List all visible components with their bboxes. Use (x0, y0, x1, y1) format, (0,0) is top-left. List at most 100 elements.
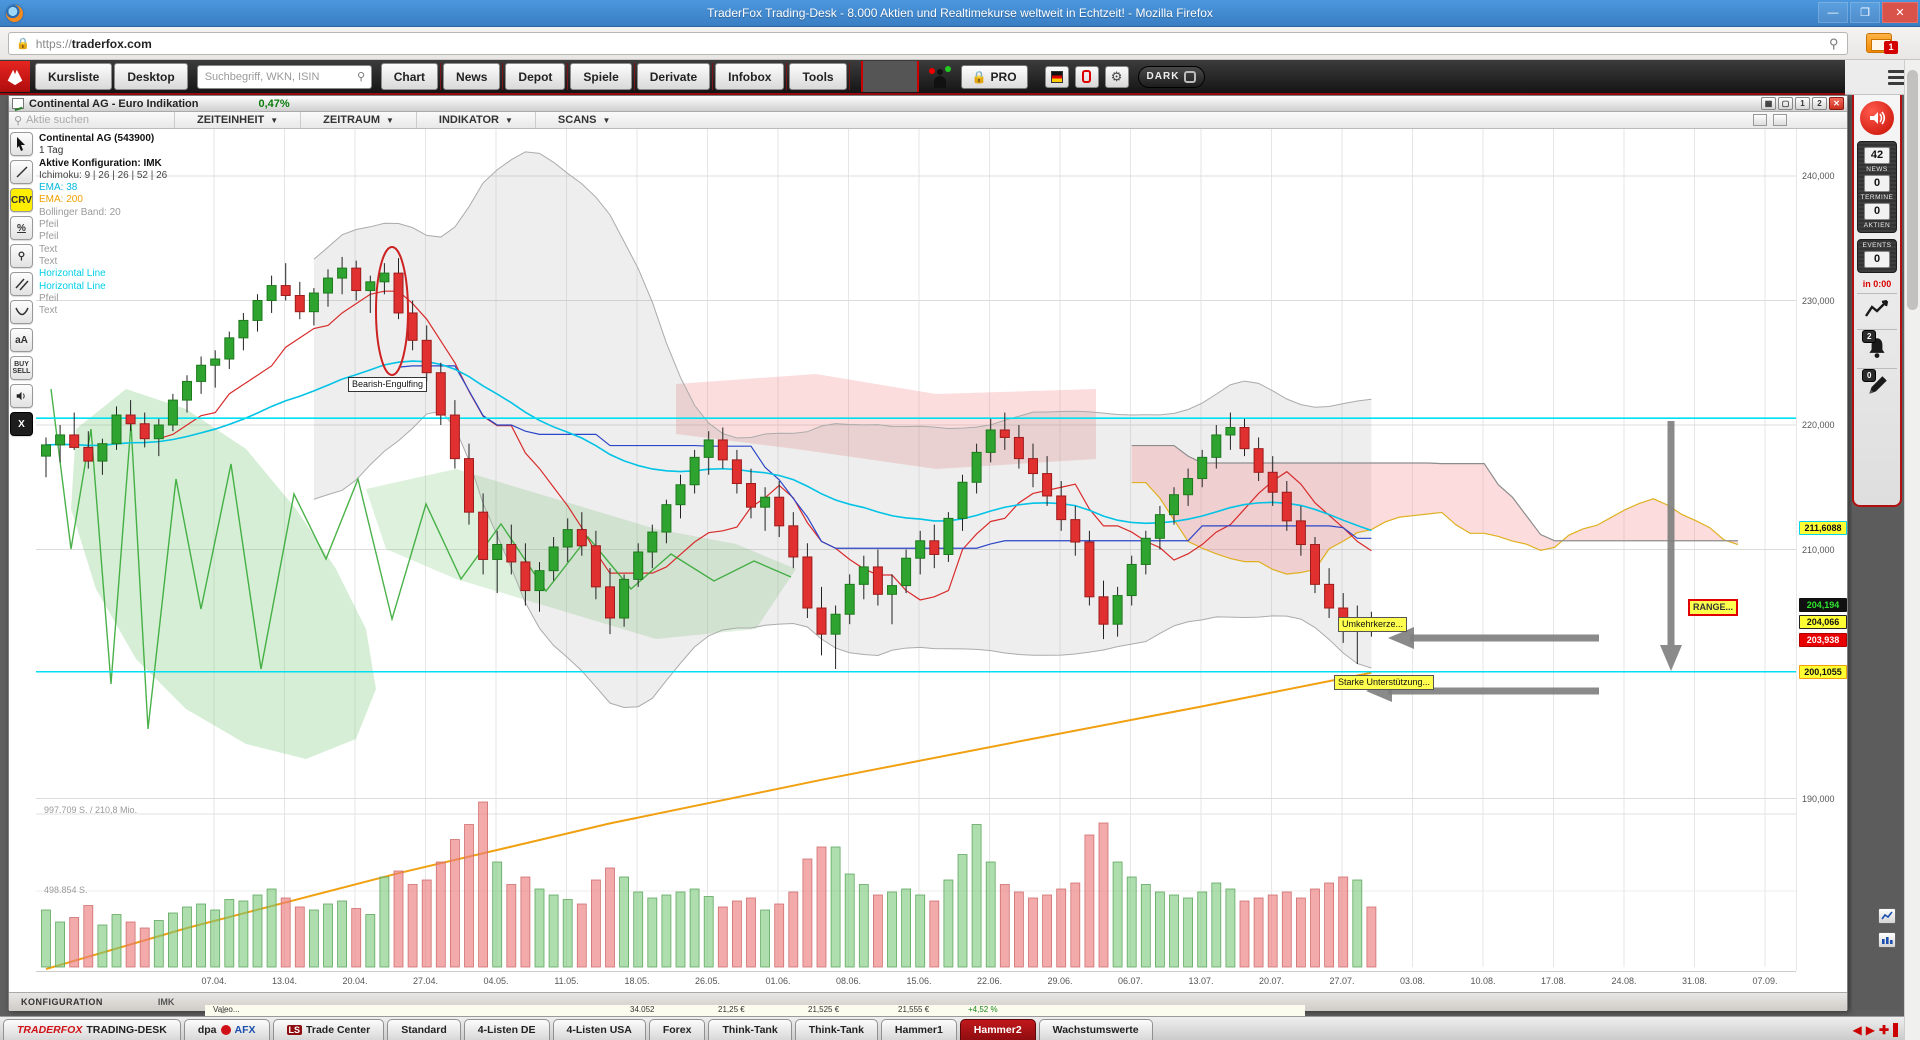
tool-curve[interactable] (10, 300, 33, 324)
peek-cell: 21,25 € (718, 1005, 745, 1014)
profile-image-box[interactable] (860, 61, 919, 92)
price-tick-190,000: 190,000 (1802, 793, 1835, 804)
snapshot-icon[interactable] (1753, 114, 1767, 126)
tool-speaker[interactable] (10, 384, 33, 408)
menubar-tab-desktop[interactable]: Desktop (114, 63, 188, 90)
chart-toolbar: ⚲ Aktie suchen ZEITEINHEIT ▼ ZEITRAUM ▼ INDI… (9, 112, 1847, 129)
alert-icon (1082, 70, 1092, 83)
stock-search-input[interactable]: Suchbegriff, WKN, ISIN ⚲ (196, 64, 372, 89)
settings-button[interactable]: ⚙ (1104, 65, 1129, 88)
traderfox-logo-icon[interactable] (0, 61, 30, 92)
tab-think-tank[interactable]: Think-Tank (794, 1019, 878, 1040)
dropdown-zeiteinheit[interactable]: ZEITEINHEIT ▼ (174, 112, 300, 128)
menubar-item-tools[interactable]: Tools (789, 63, 847, 90)
phone-icon (1184, 70, 1197, 83)
user-status-icon[interactable] (927, 64, 953, 90)
tool-parallel[interactable] (10, 272, 33, 296)
minimized-window-button[interactable] (1878, 932, 1896, 948)
termine-count: 0 (1864, 175, 1890, 192)
date-tick-27.07.: 27.07. (1329, 976, 1355, 986)
layout-icon[interactable] (1773, 114, 1787, 126)
tab-hammer1[interactable]: Hammer1 (880, 1019, 957, 1040)
maximize-button[interactable]: ❐ (1850, 2, 1880, 23)
tab-menu-icon[interactable] (1893, 1023, 1898, 1037)
tool-pointer[interactable] (10, 132, 33, 156)
notes-pencil-button[interactable]: 0 (1862, 369, 1890, 403)
dropdown-indikator[interactable]: INDIKATOR ▼ (415, 112, 535, 128)
pro-button[interactable]: 🔒 PRO (960, 64, 1028, 89)
price-tick-240,000: 240,000 (1802, 171, 1835, 181)
lock-icon: 🔒 (971, 69, 987, 84)
tab-wachstumswerte[interactable]: Wachstumswerte (1038, 1019, 1153, 1040)
events-button[interactable]: EVENTS 0 (1857, 239, 1897, 273)
tool-aa[interactable]: aA (10, 328, 33, 352)
window-title: TraderFox Trading-Desk - 8.000 Aktien un… (707, 6, 1213, 20)
close-button[interactable]: ✕ (1882, 2, 1918, 23)
annotation-bearish-engulfing[interactable]: Bearish-Engulfing (348, 377, 428, 392)
search-icon: ⚲ (14, 114, 23, 127)
tool-line[interactable] (10, 160, 33, 184)
scrollbar-thumb[interactable] (1907, 70, 1918, 310)
minimized-window-button[interactable] (1878, 908, 1896, 924)
url-field[interactable]: 🔒 https://traderfox.com ⚲ (8, 32, 1848, 55)
date-tick-07.09.: 07.09. (1752, 976, 1778, 986)
tab-ls-trade-center[interactable]: LS Trade Center (272, 1019, 385, 1040)
search-icon[interactable]: ⚲ (1829, 35, 1839, 51)
date-axis[interactable]: 07.04. 13.04. 20.04. 27.04. 04.05. 11.05. 18.0… (36, 971, 1796, 992)
chart-window-button-0[interactable]: ▦ (1761, 97, 1776, 110)
aktie-search-input[interactable]: ⚲ Aktie suchen (14, 114, 90, 127)
tab-add-icon[interactable]: ✚ (1878, 1023, 1889, 1037)
menubar-item-derivate[interactable]: Derivate (636, 63, 711, 90)
flag-button[interactable] (1044, 65, 1069, 88)
price-badge-200,1055: 200,1055 (1799, 664, 1847, 679)
price-axis[interactable]: 240,000 230,000 220,000 210,000 190,000 211,6… (1796, 129, 1849, 971)
search-icon[interactable]: ⚲ (356, 71, 365, 83)
tab-traderfox-trading-desk[interactable]: TRADERFOX TRADING-DESK (3, 1019, 181, 1040)
tool-crv[interactable]: CRV (10, 188, 33, 212)
tool-%[interactable]: % (10, 216, 33, 240)
news-counter[interactable]: 42 NEWS 0 TERMINE 0 AKTIEN (1857, 141, 1897, 233)
menubar-item-news[interactable]: News (443, 63, 501, 90)
tab-4-listen-de[interactable]: 4-Listen DE (463, 1019, 550, 1040)
tab-dpa--afx[interactable]: dpa AFX (183, 1019, 270, 1040)
candlestick-chart[interactable] (36, 129, 1796, 971)
menubar-item-spiele[interactable]: Spiele (570, 63, 632, 90)
menubar-item-chart[interactable]: Chart (380, 63, 439, 90)
annotation-starke-unterstuetzung[interactable]: Starke Unterstützung... (1334, 675, 1435, 690)
chart-shortcut-button[interactable] (1864, 298, 1890, 325)
chart-close-button[interactable]: ✕ (1829, 97, 1844, 110)
hamburger-menu-icon[interactable] (1888, 64, 1914, 90)
annotation-umkehrkerze[interactable]: Umkehrkerze... (1338, 617, 1408, 632)
menubar-item-depot[interactable]: Depot (505, 63, 566, 90)
chart-window-header[interactable]: Continental AG - Euro Indikation 0,47% ▦… (9, 96, 1847, 112)
date-tick-06.07.: 06.07. (1117, 976, 1144, 986)
tool-zoom[interactable]: ⚲ (10, 244, 33, 268)
tool-buy-sell[interactable]: BUY SELL (10, 356, 33, 380)
os-titlebar: TraderFox Trading-Desk - 8.000 Aktien un… (0, 0, 1920, 27)
dark-mode-toggle[interactable]: DARK (1137, 65, 1206, 88)
tab-think-tank[interactable]: Think-Tank (708, 1019, 792, 1040)
dropdown-zeitraum[interactable]: ZEITRAUM ▼ (300, 112, 416, 128)
menubar-item-infobox[interactable]: Infobox (715, 63, 785, 90)
chart-window-title: Continental AG - Euro Indikation (29, 97, 199, 110)
audio-alert-icon[interactable] (1860, 101, 1894, 135)
alarm-bell-button[interactable]: 2 (1862, 330, 1890, 364)
tool-x[interactable]: X (10, 412, 33, 436)
browser-scrollbar[interactable] (1904, 60, 1920, 1040)
tab-standard[interactable]: Standard (387, 1019, 461, 1040)
chart-window-button-1[interactable]: ▢ (1778, 97, 1793, 110)
chart-window-button-2[interactable]: 1 (1795, 97, 1810, 110)
traderfox-menubar: Kursliste Desktop Suchbegriff, WKN, ISIN … (0, 60, 1845, 95)
annotation-range[interactable]: RANGE... (1688, 599, 1739, 616)
tab-4-listen-usa[interactable]: 4-Listen USA (552, 1019, 646, 1040)
tab-hammer2[interactable]: Hammer2 (959, 1019, 1036, 1040)
minimize-button[interactable]: — (1818, 2, 1848, 23)
dropdown-scans[interactable]: SCANS ▼ (534, 112, 632, 128)
menubar-tab-kursliste[interactable]: Kursliste (35, 63, 113, 90)
tab-scroll-left-icon[interactable]: ◀ (1852, 1023, 1862, 1037)
alert-button[interactable] (1074, 65, 1099, 88)
chart-window-button-3[interactable]: 2 (1812, 97, 1827, 110)
date-tick-31.08.: 31.08. (1681, 976, 1708, 986)
tab-scroll-right-icon[interactable]: ▶ (1865, 1023, 1875, 1037)
tab-forex[interactable]: Forex (648, 1019, 706, 1040)
